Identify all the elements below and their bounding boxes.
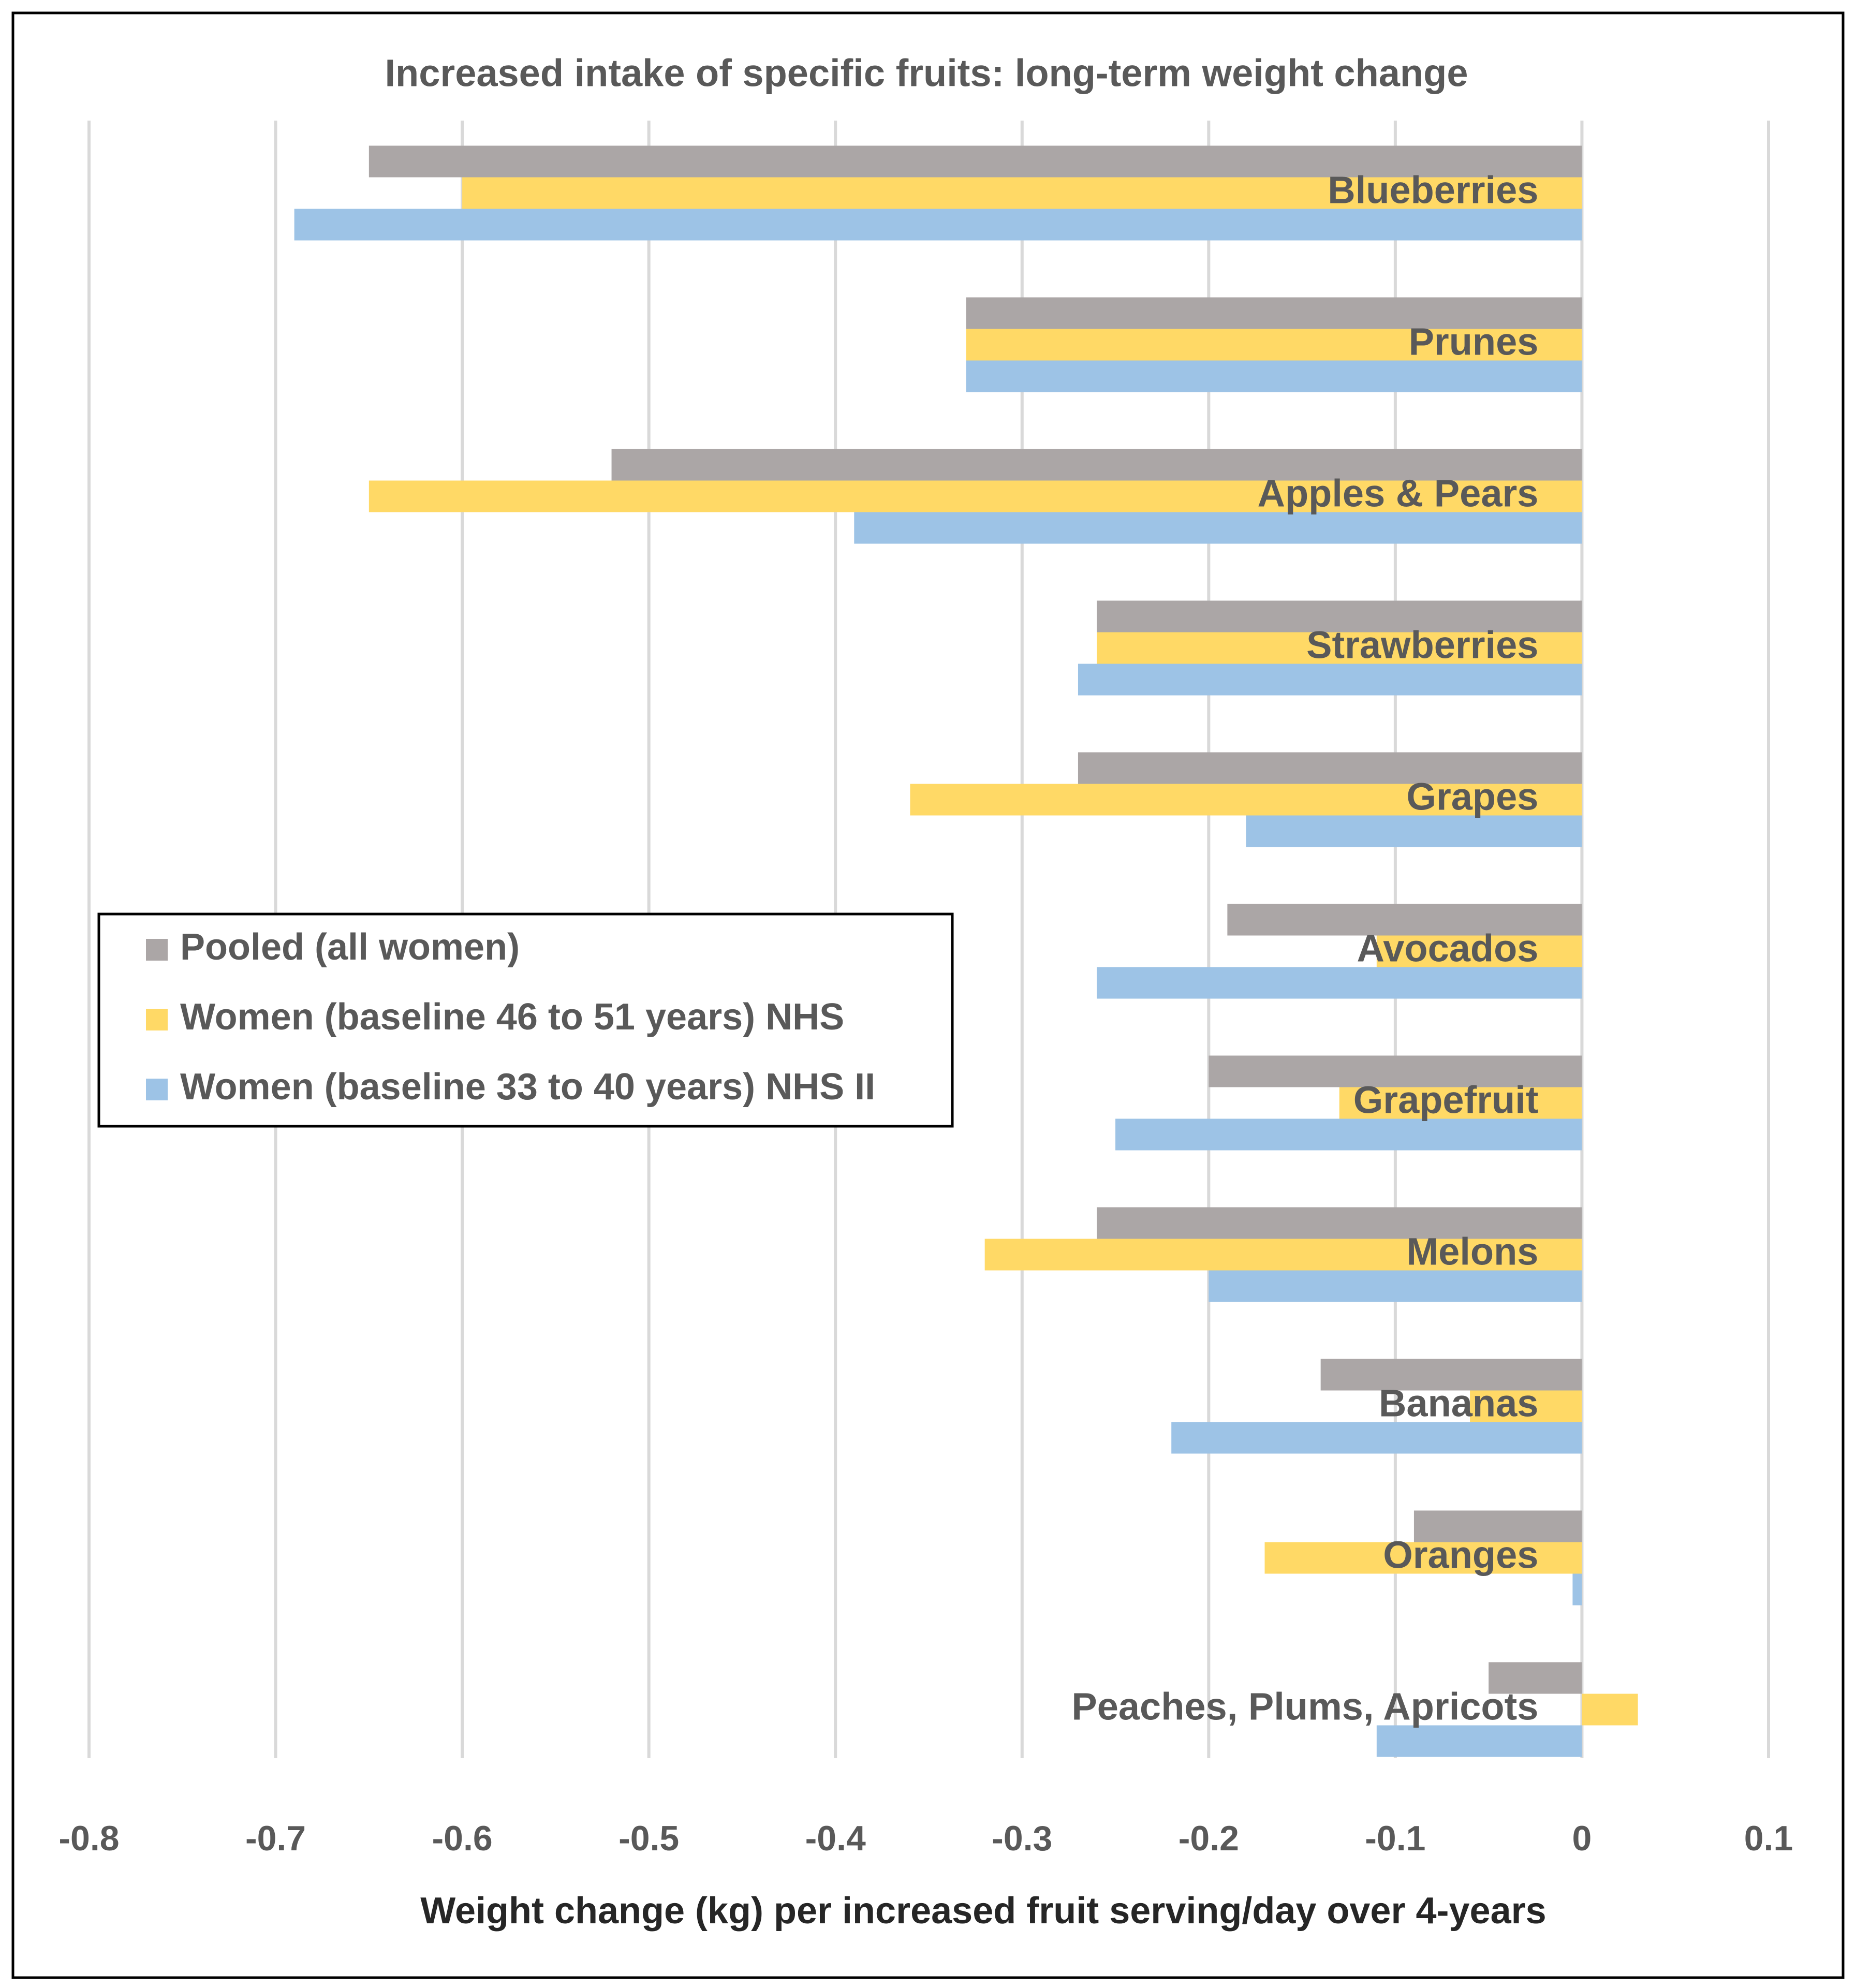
legend-swatch xyxy=(146,1079,168,1100)
bar xyxy=(854,512,1582,544)
x-axis-title: Weight change (kg) per increased fruit s… xyxy=(420,1890,1546,1932)
bar xyxy=(1078,664,1582,696)
bar xyxy=(1227,904,1582,936)
bar xyxy=(462,177,1582,209)
bar xyxy=(294,209,1582,241)
bar xyxy=(966,329,1582,361)
category-label: Prunes xyxy=(1409,320,1539,363)
x-tick-label: -0.1 xyxy=(1365,1819,1425,1858)
bar xyxy=(1246,815,1582,847)
bar xyxy=(1097,967,1582,999)
x-tick-label: -0.6 xyxy=(432,1819,493,1858)
bar xyxy=(611,449,1582,481)
bar xyxy=(1209,1270,1582,1302)
bar xyxy=(1264,1542,1582,1574)
legend-label: Women (baseline 33 to 40 years) NHS II xyxy=(180,1066,875,1108)
bar xyxy=(369,480,1582,512)
bar xyxy=(1115,1118,1582,1151)
bar xyxy=(966,297,1582,329)
x-tick-label: -0.7 xyxy=(245,1819,306,1858)
x-tick-label: 0 xyxy=(1572,1819,1592,1858)
bar xyxy=(1339,1087,1582,1119)
bar xyxy=(1078,752,1582,784)
bar xyxy=(1097,632,1582,664)
category-label: Apples & Pears xyxy=(1258,472,1539,515)
bar xyxy=(1376,1725,1582,1757)
legend-label: Pooled (all women) xyxy=(180,926,520,968)
bar xyxy=(1209,1055,1582,1087)
x-tick-label: -0.2 xyxy=(1179,1819,1239,1858)
category-label: Strawberries xyxy=(1306,624,1538,667)
bar xyxy=(1320,1359,1582,1391)
bar xyxy=(1489,1662,1582,1694)
legend-label: Women (baseline 46 to 51 years) NHS xyxy=(180,996,844,1038)
legend-swatch xyxy=(146,939,168,961)
bar xyxy=(1376,935,1582,967)
category-label: Grapes xyxy=(1406,775,1538,818)
x-tick-label: -0.5 xyxy=(618,1819,679,1858)
category-label: Oranges xyxy=(1383,1534,1538,1577)
category-label: Blueberries xyxy=(1328,169,1538,212)
category-label: Avocados xyxy=(1357,927,1539,970)
bar xyxy=(966,360,1582,392)
bar xyxy=(369,145,1582,178)
bar xyxy=(1470,1390,1582,1422)
x-tick-label: -0.8 xyxy=(58,1819,119,1858)
category-label: Peaches, Plums, Apricots xyxy=(1071,1685,1538,1728)
chart-title: Increased intake of specific fruits: lon… xyxy=(385,52,1468,95)
bar xyxy=(1582,1694,1638,1726)
legend-swatch xyxy=(146,1009,168,1030)
category-label: Grapefruit xyxy=(1353,1079,1539,1122)
category-label: Melons xyxy=(1407,1230,1539,1273)
category-label: Bananas xyxy=(1379,1382,1538,1425)
bar xyxy=(1413,1510,1582,1542)
bar xyxy=(910,784,1582,816)
bar xyxy=(1572,1573,1582,1606)
bar xyxy=(984,1239,1582,1271)
bar xyxy=(1171,1422,1582,1454)
x-tick-label: -0.3 xyxy=(992,1819,1052,1858)
x-tick-label: -0.4 xyxy=(805,1819,866,1858)
bar xyxy=(1097,1207,1582,1239)
legend-box xyxy=(97,912,954,1128)
x-tick-label: 0.1 xyxy=(1744,1819,1793,1858)
bar xyxy=(1097,600,1582,632)
